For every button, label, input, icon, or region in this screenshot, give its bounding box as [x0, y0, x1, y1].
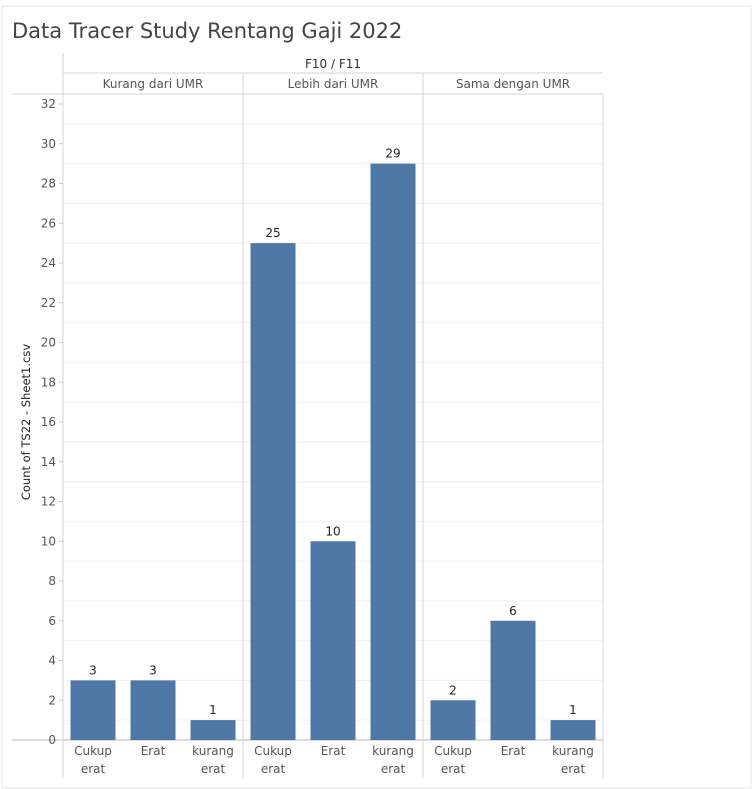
group-label: Kurang dari UMR [103, 77, 204, 91]
header-label: F10 / F11 [305, 57, 361, 71]
bar [550, 720, 596, 740]
x-category-label: Cukup [434, 744, 472, 758]
x-category-label: kurang [552, 744, 594, 758]
bar-value-label: 3 [149, 663, 157, 677]
bar [250, 243, 296, 740]
y-tick-label: 14 [41, 455, 56, 469]
bar-value-label: 1 [569, 703, 577, 717]
bar-value-label: 2 [449, 683, 457, 697]
bar [370, 163, 416, 740]
bar [190, 720, 236, 740]
x-category-label: Cukup [254, 744, 292, 758]
y-tick-label: 20 [41, 336, 56, 350]
x-category-label: erat [561, 762, 586, 776]
bar-value-label: 10 [325, 524, 340, 538]
y-tick-label: 28 [41, 177, 56, 191]
y-axis-title: Count of TS22 - Sheet1.csv [19, 344, 33, 501]
bar [430, 700, 476, 740]
y-tick-label: 30 [41, 137, 56, 151]
y-tick-label: 22 [41, 296, 56, 310]
x-category-label: kurang [192, 744, 234, 758]
y-tick-label: 12 [41, 495, 56, 509]
x-category-label: kurang [372, 744, 414, 758]
bar [310, 541, 356, 740]
y-tick-label: 18 [41, 375, 56, 389]
chart-title: Data Tracer Study Rentang Gaji 2022 [12, 19, 403, 43]
bar [490, 620, 536, 740]
x-category-label: erat [381, 762, 406, 776]
x-category-label: erat [441, 762, 466, 776]
bar-value-label: 25 [265, 226, 280, 240]
bar-value-label: 6 [509, 604, 517, 618]
x-category-label: erat [201, 762, 226, 776]
x-category-label: erat [261, 762, 286, 776]
x-category-label: Erat [141, 744, 166, 758]
y-tick-label: 32 [41, 97, 56, 111]
y-tick-label: 0 [48, 733, 56, 747]
bar [70, 680, 116, 740]
bar-value-label: 3 [89, 663, 97, 677]
y-tick-label: 24 [41, 256, 56, 270]
x-category-label: Cukup [74, 744, 112, 758]
group-label: Lebih dari UMR [288, 77, 379, 91]
y-tick-label: 2 [48, 693, 56, 707]
bar-value-label: 29 [385, 147, 400, 161]
y-tick-label: 16 [41, 415, 56, 429]
outer-frame [1, 5, 752, 789]
x-category-label: erat [81, 762, 106, 776]
y-tick-label: 6 [48, 614, 56, 628]
bar-value-label: 1 [209, 703, 217, 717]
x-category-label: Erat [501, 744, 526, 758]
x-category-label: Erat [321, 744, 346, 758]
group-label: Sama dengan UMR [456, 77, 570, 91]
bar [130, 680, 176, 740]
y-tick-label: 26 [41, 216, 56, 230]
y-tick-label: 8 [48, 574, 56, 588]
y-tick-label: 4 [48, 654, 56, 668]
y-tick-label: 10 [41, 534, 56, 548]
